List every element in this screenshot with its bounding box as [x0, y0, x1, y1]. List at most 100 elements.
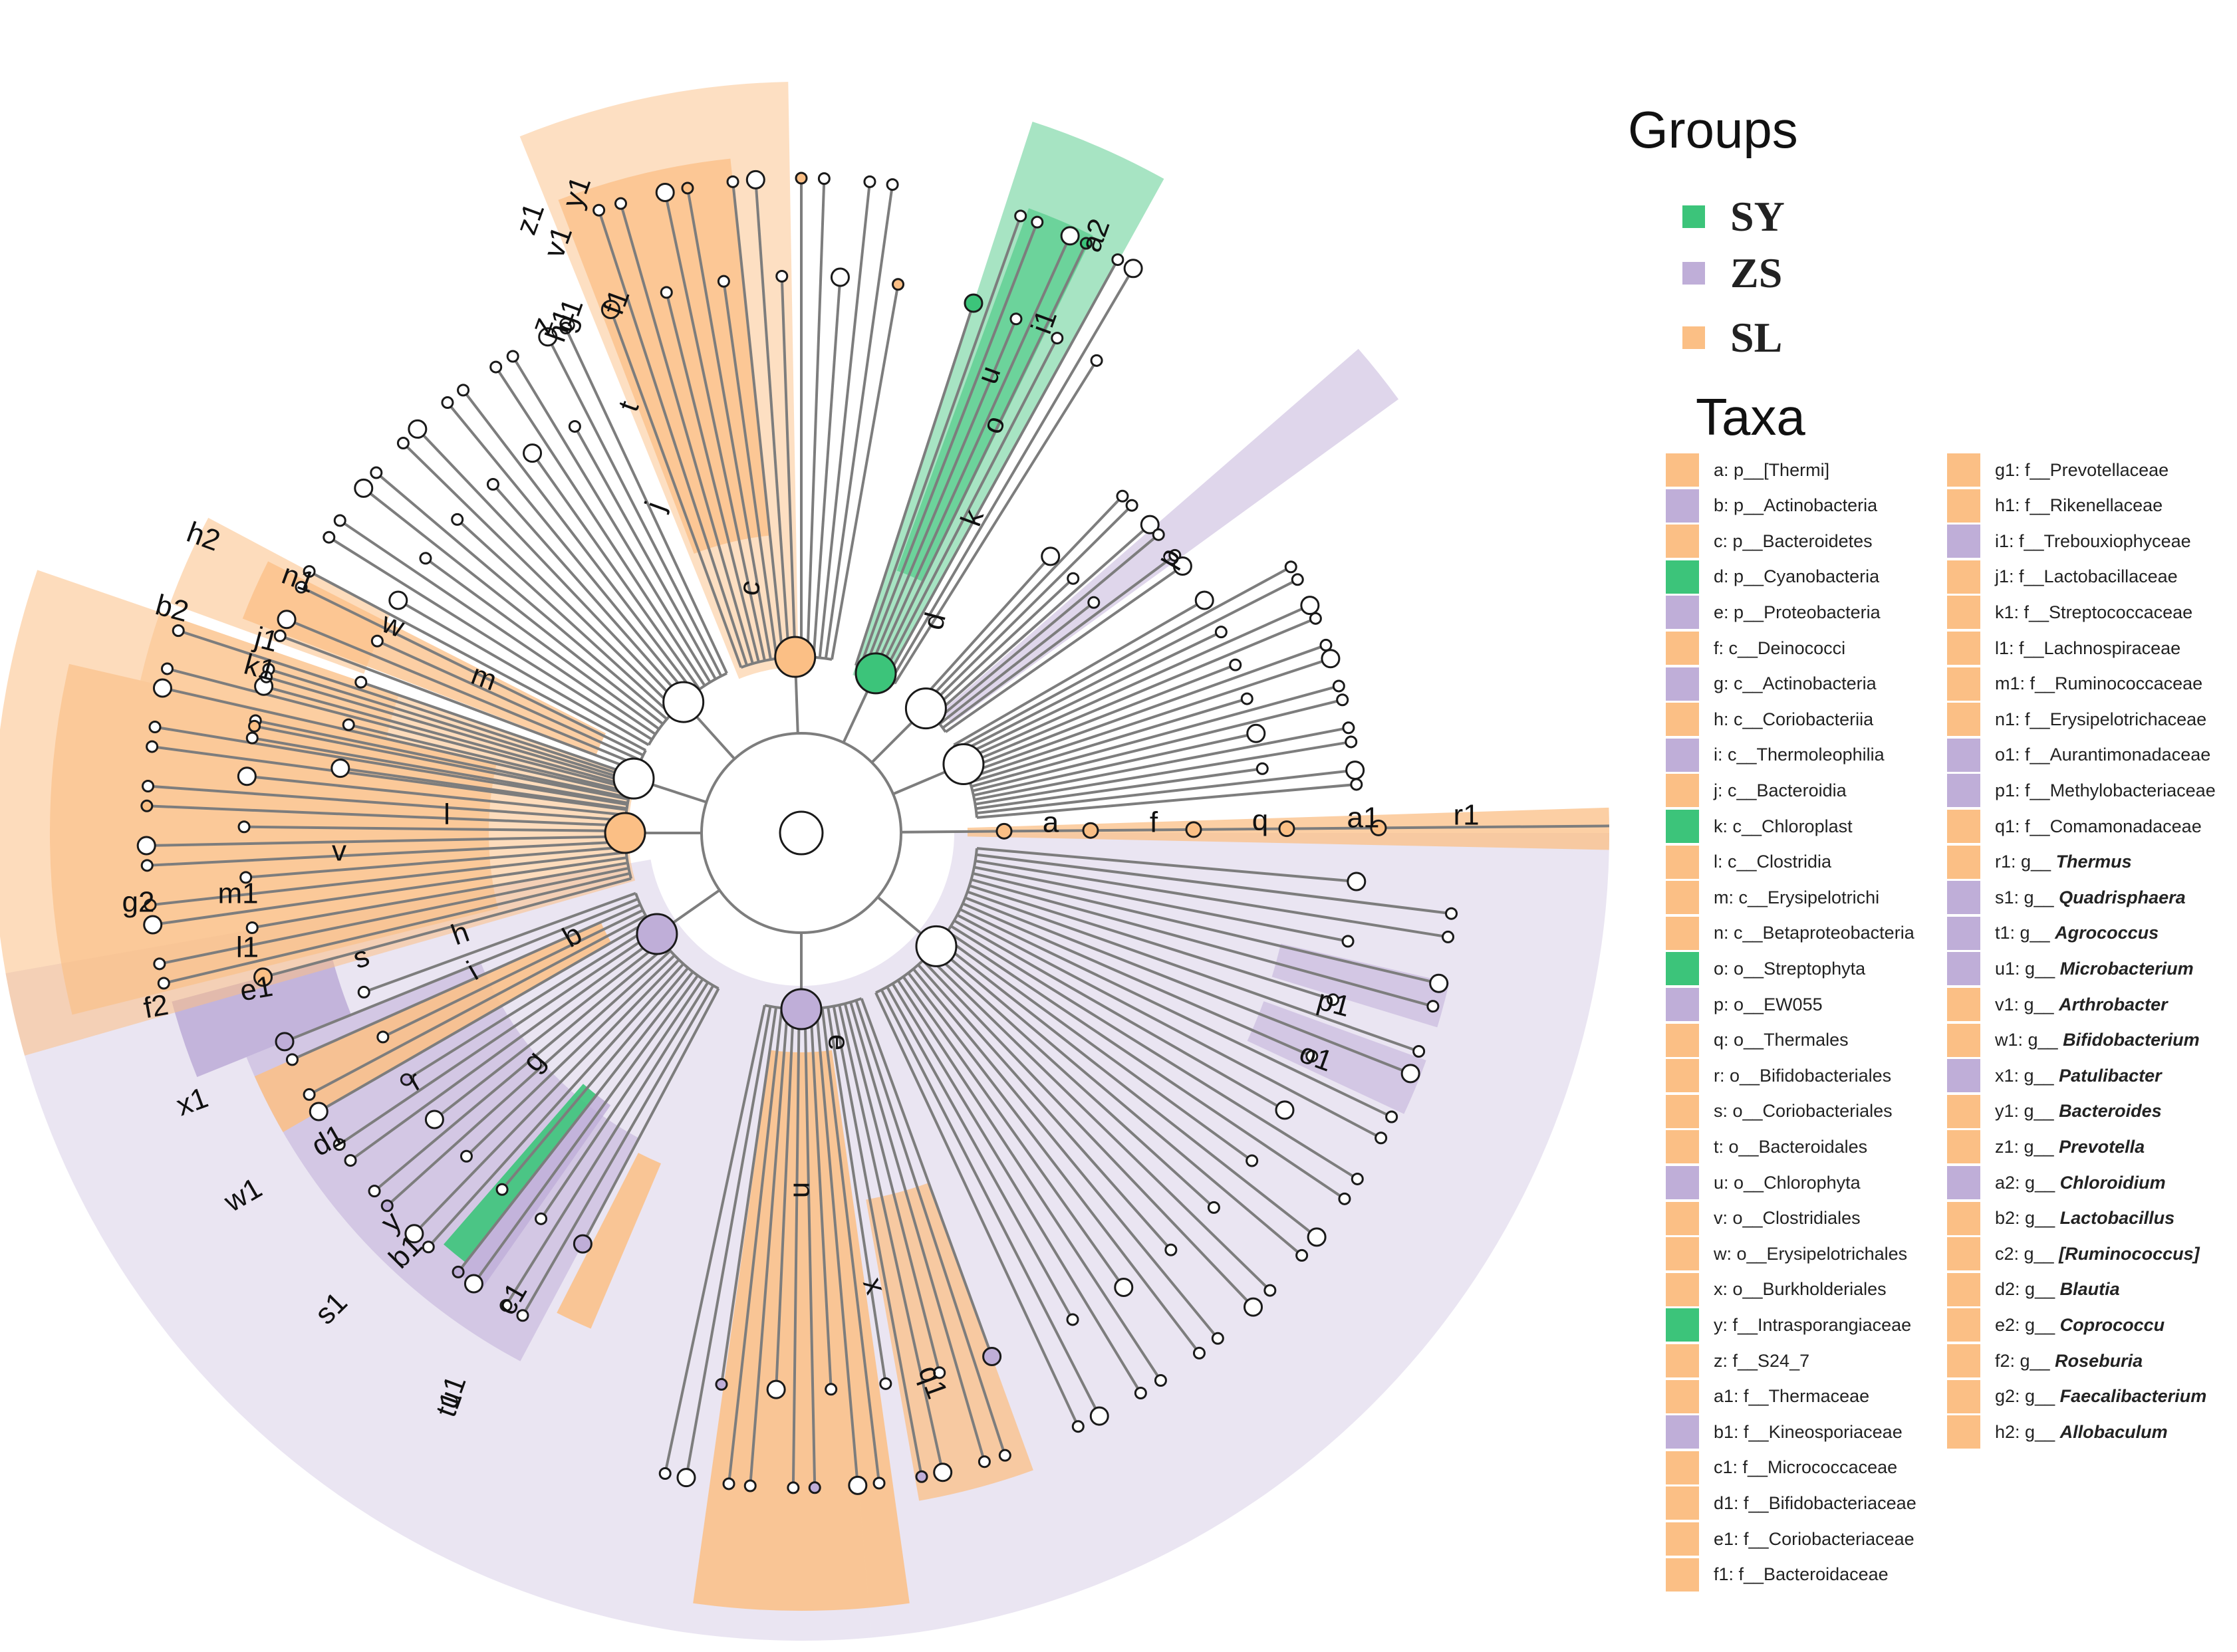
clade-l-leaf [265, 675, 633, 785]
clade-c-leaf [731, 181, 785, 658]
clade-l-upper-leaf-node [330, 759, 350, 778]
clade-e-right-leaf [874, 992, 1080, 1427]
clade-b-leaf-node [499, 1299, 513, 1312]
clade-c-leaf-node [745, 170, 765, 189]
clade-upper-right-leaf-node [1336, 693, 1349, 707]
legend-item-b2: b2: g__ Lactobacillus [1947, 1201, 2174, 1235]
legend-swatch [1947, 1023, 1980, 1057]
clade-d-leaf-node [1009, 312, 1023, 326]
clade-e-right-leaf [912, 968, 1219, 1340]
legend-swatch [1666, 774, 1699, 808]
group-label: ZS [1730, 249, 1783, 296]
clade-l-leaf-node [172, 624, 185, 638]
clade-e-right-leaf [971, 878, 1434, 1008]
clade-d-leaf [889, 267, 1134, 682]
node-label-n: n [787, 1182, 819, 1198]
clade-upper-right-leaf [960, 630, 1222, 759]
clade-b-leaf [386, 949, 672, 1207]
legend-item-q1: q1: f__Comamonadaceae [1947, 810, 2202, 843]
clade-l-leaf-node [157, 977, 170, 990]
node-label-m1: m1 [217, 878, 258, 910]
clade-e-left-leaf [775, 1008, 795, 1390]
clade-e-left-leaf [827, 1006, 887, 1384]
legend-text: b1: f__Kineosporiaceae [1714, 1421, 1903, 1442]
clade-b-leaf [349, 935, 660, 1162]
clade-e-right-leaf [975, 860, 1448, 939]
legend-item-e: e: p__Proteobacteria [1666, 596, 1881, 630]
clade-upper-right-leaf-node [1255, 762, 1269, 775]
clade-upper-right-leaf-node [1291, 573, 1304, 586]
clade-e-left-leaf [664, 1004, 766, 1474]
clade-b-leaf-node [357, 985, 370, 999]
clade-b-leaf-node [573, 1234, 592, 1254]
clade-j-group-leaf-node [451, 513, 464, 526]
legend-text: j1: f__Lactobacillaceae [1995, 566, 2178, 587]
legend-item-a1: a1: f__Thermaceae [1666, 1379, 1869, 1413]
legend-item-h: h: c__Coriobacteriia [1666, 703, 1873, 737]
legend-item-l1: l1: f__Lachnospiraceae [1947, 632, 2180, 665]
legend-swatch [1666, 738, 1699, 772]
clade-e-right-phylum-node [915, 925, 958, 967]
node-label-l1: l1 [236, 931, 259, 964]
legend-item-p1: p1: f__Methylobacteriaceae [1947, 774, 2216, 808]
clade-j-group-leaf-node [568, 419, 581, 433]
clade-d-leaf-node [964, 293, 984, 313]
legend-text: o1: f__Aurantimonadaceae [1995, 745, 2211, 765]
clade-b-leaf [581, 988, 720, 1245]
legend-text: z1: g__ Prevotella [1995, 1136, 2145, 1157]
legend-text: d1: f__Bifidobacteriaceae [1714, 1492, 1916, 1513]
clade-l-leaf [178, 629, 634, 780]
clade-j-group-leaf [446, 402, 691, 698]
legend-item-o: o: o__Streptophyta [1666, 952, 1865, 986]
clade-e-right-leaf [935, 945, 1303, 1256]
clade-c-leaf [664, 192, 766, 661]
clade-b-leaf [373, 945, 668, 1193]
highlight-sector-c1-band [557, 1153, 662, 1329]
clade-upper-right-leaf [958, 578, 1299, 755]
clade-e-right-leaf-node [1154, 1373, 1167, 1387]
clade-c-leaf [780, 276, 797, 657]
clade-e-left-leaf-node [978, 1455, 991, 1469]
clade-l-leaf-node [245, 921, 259, 934]
clade-j-group-leaf-node [538, 327, 558, 347]
legend-item-q: q: o__Thermales [1666, 1023, 1849, 1057]
clade-b-leaf [505, 981, 710, 1306]
clade-l-leaf [254, 725, 629, 801]
clade-b-leaf-node [495, 1183, 509, 1196]
clade-b-leaf [539, 978, 704, 1220]
clade-upper-right-leaf-node [1240, 692, 1253, 705]
legend-item-t1: t1: g__ Agrococcus [1947, 916, 2159, 950]
group-swatch [1682, 205, 1705, 228]
clade-p-leaf-node [1125, 499, 1138, 512]
legend-item-i1: i1: f__Trebouxiophyceae [1947, 525, 2191, 558]
clade-upper-right-leaf-node [1229, 658, 1242, 671]
clade-e-right-leaf-node [1327, 993, 1340, 1006]
clade-b-leaf-node [463, 1274, 483, 1294]
clade-b-leaf-node [275, 1032, 295, 1052]
clade-j-group-leaf [461, 389, 696, 694]
clade-e-right-leaf [950, 925, 1359, 1181]
group-legend-sy: SY [1682, 193, 1785, 240]
clade-l-leaf-node [146, 740, 159, 753]
clade-l-leaf [247, 774, 626, 817]
legend-swatch [1666, 1130, 1699, 1164]
group-swatch [1682, 262, 1705, 285]
legend-text: g2: g__ Faecalibacterium [1995, 1386, 2207, 1407]
legend-text: x: o__Burkholderiales [1714, 1279, 1887, 1300]
legend-item-s1: s1: g__ Quadrisphaera [1947, 881, 2186, 915]
legend-item-z1: z1: g__ Prevotella [1947, 1130, 2145, 1164]
clade-e-left-leaf-node [933, 1463, 953, 1482]
clade-e-left-leaf [821, 1007, 881, 1484]
node-a1 [1278, 820, 1295, 838]
clade-b-leaf-node [460, 1149, 473, 1163]
clade-l-upper-leaf [348, 723, 630, 794]
clade-c-leaf-node [655, 183, 675, 203]
clade-c-leaf-node [726, 175, 739, 188]
clade-c-leaf-node [600, 300, 620, 320]
clade-e-left-leaf [809, 1008, 833, 1389]
clade-d-leaf [872, 235, 1071, 673]
clade-upper-right-leaf-node [1284, 560, 1297, 574]
clade-j-group-leaf-node [457, 384, 470, 397]
legend-swatch [1947, 560, 1980, 594]
clade-e-left-leaf [815, 1008, 859, 1486]
